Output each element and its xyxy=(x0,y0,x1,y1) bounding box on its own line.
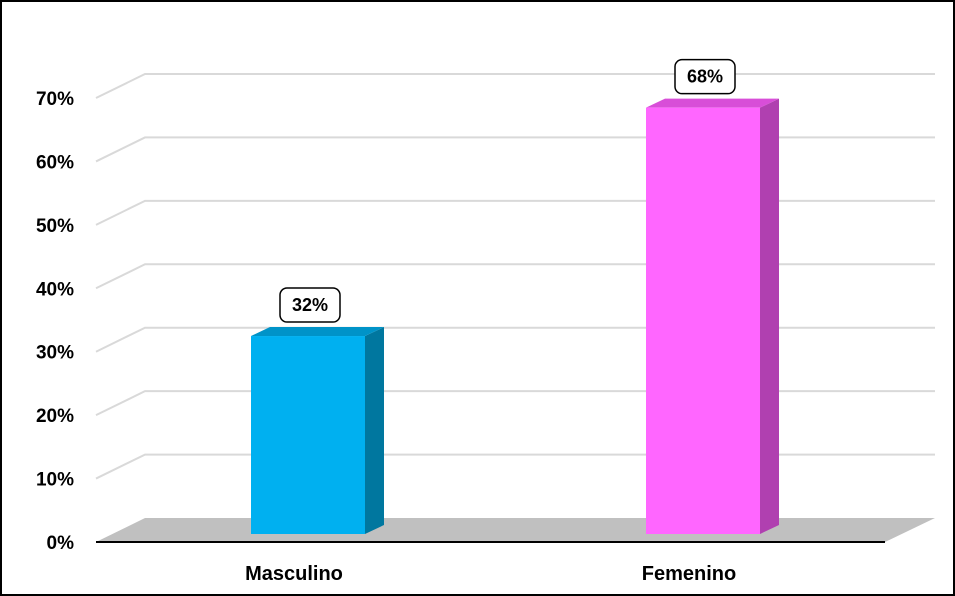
y-tick-label: 30% xyxy=(36,343,74,364)
y-axis-ticks: 0% 10% 20% 30% 40% 50% 60% 70% xyxy=(36,89,74,554)
gridline xyxy=(95,73,935,99)
y-tick-label: 70% xyxy=(36,89,74,110)
bars xyxy=(251,98,779,534)
bar-top xyxy=(646,98,779,108)
data-label: 68% xyxy=(687,67,723,87)
data-labels: 32% 68% xyxy=(279,58,736,323)
y-tick-label: 40% xyxy=(36,279,74,300)
data-label-box xyxy=(674,58,736,95)
bar-side xyxy=(365,327,384,534)
y-tick-label: 10% xyxy=(36,470,74,491)
bar-femenino xyxy=(646,107,760,534)
bar-masculino xyxy=(251,336,365,534)
chart-floor-plane xyxy=(96,518,935,542)
y-tick-label: 0% xyxy=(47,533,75,554)
bar-top xyxy=(251,327,384,337)
data-label: 32% xyxy=(292,295,328,315)
y-tick-label: 20% xyxy=(36,406,74,427)
y-tick-label: 50% xyxy=(36,216,74,237)
x-axis-categories: Masculino Femenino xyxy=(245,563,736,585)
bar-side xyxy=(760,98,779,534)
y-tick-label: 60% xyxy=(36,152,74,173)
data-label-box xyxy=(279,287,341,323)
x-category-label: Masculino xyxy=(245,563,343,585)
gridlines xyxy=(95,73,935,480)
chart-floor xyxy=(96,518,935,543)
x-category-label: Femenino xyxy=(642,563,736,585)
